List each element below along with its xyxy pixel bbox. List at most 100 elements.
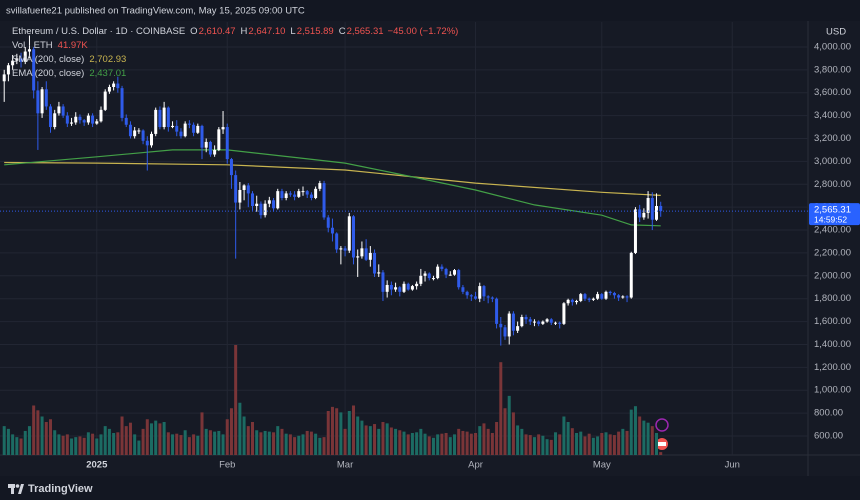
volume-bar [655,433,658,455]
candle-body [309,194,313,198]
volume-bar [423,433,427,455]
volume-bar [225,419,229,455]
candle-body [57,106,61,114]
volume-bar [276,426,280,455]
volume-bar [15,437,19,455]
volume-bar [124,426,128,455]
volume-bar [604,432,608,455]
candle-body [415,283,419,287]
volume-bar [440,433,444,455]
volume-bar [503,408,507,455]
candle-body [339,248,343,250]
candle-body [74,116,78,123]
volume-bar [482,423,486,455]
candle-body [36,90,40,114]
last-price-box [809,203,860,226]
volume-bar [608,434,612,455]
candle-body [65,115,69,124]
candle-body [276,191,280,209]
volume-bar [187,437,191,455]
candle-body [86,115,90,123]
brand: TradingView [28,483,93,495]
volume-bar [659,452,663,455]
candle-body [562,303,566,324]
x-tick-label: May [593,460,611,471]
y-axis-unit: USD [826,27,846,38]
volume-bar [633,406,637,455]
indicator-value: 2,702.93 [89,54,126,65]
legend: Ethereum / U.S. Dollar · 1D · COINBASE O2… [12,26,458,79]
y-tick-label: 1,400.00 [814,339,851,350]
volume-bar [575,433,579,455]
volume-bar [288,434,292,455]
volume-bar [6,428,10,455]
candle-body [343,248,347,251]
candle-body [49,106,52,128]
volume-bar [217,430,221,455]
candle-body [301,191,305,193]
volume-bar [103,426,107,455]
volume-bar [511,412,515,455]
volume-bar [32,405,36,455]
candle-body [453,270,456,275]
volume-bar [541,435,545,455]
volume-bar [373,424,377,455]
candle-body [297,191,301,197]
indicator-name: EMA (200, close) [12,68,84,79]
y-tick-label: 1,800.00 [814,293,851,304]
y-tick-label: 2,000.00 [814,270,851,281]
candle-body [444,268,448,275]
volume-bar [343,428,347,455]
candle-body [558,322,562,324]
candle-body [356,256,360,258]
volume-bar [314,433,318,455]
volume-bar [137,440,141,455]
volume-bar [192,434,196,455]
volume-bar [116,432,120,455]
x-tick-label: Apr [468,460,483,471]
candle-body [61,106,65,116]
candle-body [385,284,389,292]
volume-bar [612,435,616,455]
volume-bar [78,436,82,455]
y-tick-label: 3,600.00 [814,87,851,98]
volume-bar [305,430,309,455]
candle-body [27,49,31,52]
candle-body [82,120,86,123]
candle-body [322,183,326,218]
candle-body [103,91,107,110]
volume-bar [457,428,461,455]
candle-body [419,275,423,284]
candle-body [2,74,6,82]
footer-bar [0,476,860,500]
candle-body [145,140,149,146]
volume-bar [259,432,263,455]
volume-value: 41.97K [58,40,89,51]
volume-bar [208,430,212,455]
candle-body [255,203,259,207]
candle-body [238,189,242,203]
volume-bar [204,428,208,455]
candle-body [78,116,82,121]
candle-body [516,326,520,331]
symbol: Ethereum / U.S. Dollar · 1D · COINBASE [12,26,185,37]
candle-body [642,212,646,218]
volume-bar [234,345,238,455]
candle-body [166,107,170,128]
volume-bar [267,431,271,455]
y-tick-label: 600.00 [814,431,843,442]
candle-body [377,272,381,274]
indicator-line [4,149,661,227]
ohlc-value: 2,515.89 [297,26,334,37]
candle-body [389,284,393,290]
change: −45.00 (−1.72%) [388,26,459,37]
candle-body [154,109,158,134]
ohlc-value: 2,610.47 [199,26,236,37]
volume-bar [537,434,541,455]
volume-bar [196,435,200,455]
candle-body [208,141,212,155]
volume-bar [40,416,44,455]
candle-body [621,296,625,298]
volume-bar [322,437,326,455]
